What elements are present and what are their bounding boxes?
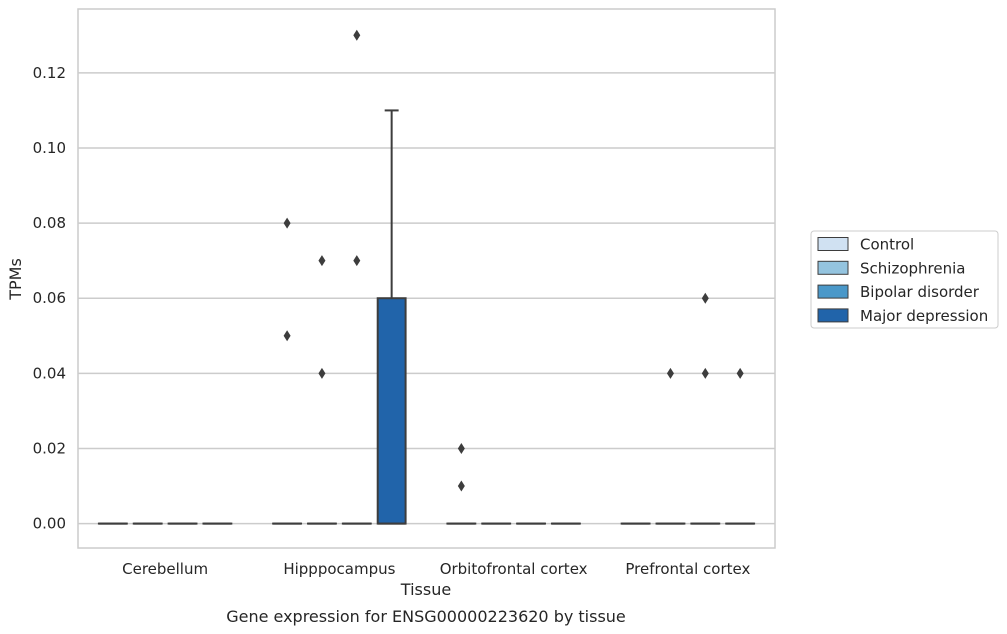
outlier-point bbox=[666, 367, 674, 379]
y-tick-label: 0.00 bbox=[33, 515, 66, 533]
outlier-point bbox=[283, 330, 291, 342]
outlier-point bbox=[318, 367, 326, 379]
x-tick-label: Prefrontal cortex bbox=[625, 560, 750, 578]
plot-frame bbox=[77, 8, 776, 549]
legend-label: Schizophrenia bbox=[860, 259, 965, 277]
x-tick-label: Orbitofrontal cortex bbox=[440, 560, 588, 578]
x-tick-label: Cerebellum bbox=[122, 560, 208, 578]
x-axis-ticks: Cerebellum Hipppocampus Orbitofrontal cort… bbox=[122, 560, 750, 578]
chart-caption: Gene expression for ENSG00000223620 by t… bbox=[226, 607, 626, 626]
x-axis-label: Tissue bbox=[400, 580, 451, 599]
outlier-point bbox=[318, 255, 326, 267]
boxes bbox=[97, 109, 756, 525]
legend-swatch bbox=[817, 260, 849, 275]
outlier-point bbox=[701, 367, 709, 379]
y-axis-label: TPMs bbox=[6, 258, 25, 301]
y-tick-label: 0.06 bbox=[33, 289, 66, 307]
legend-label: Bipolar disorder bbox=[860, 283, 980, 301]
outliers bbox=[283, 29, 744, 492]
grid-lines bbox=[78, 72, 775, 525]
outlier-point bbox=[736, 367, 744, 379]
box bbox=[376, 297, 407, 525]
legend-swatch bbox=[817, 284, 849, 299]
legend-label: Control bbox=[860, 236, 914, 254]
box-group bbox=[376, 109, 407, 525]
outlier-point bbox=[701, 292, 709, 304]
y-tick-label: 0.02 bbox=[33, 439, 66, 457]
legend-swatch bbox=[817, 308, 849, 323]
y-tick-label: 0.10 bbox=[33, 139, 66, 157]
x-tick-label: Hipppocampus bbox=[283, 560, 395, 578]
outlier-point bbox=[353, 255, 361, 267]
outlier-point bbox=[353, 29, 361, 41]
legend-label: Major depression bbox=[860, 307, 988, 325]
outlier-point bbox=[457, 442, 465, 454]
legend: Control Schizophrenia Bipolar disorder Majo… bbox=[810, 230, 999, 329]
legend-frame bbox=[810, 230, 999, 329]
y-tick-label: 0.04 bbox=[33, 364, 66, 382]
outlier-point bbox=[283, 217, 291, 229]
y-tick-label: 0.12 bbox=[33, 64, 66, 82]
legend-swatch bbox=[817, 237, 849, 251]
outlier-point bbox=[457, 480, 465, 492]
y-tick-label: 0.08 bbox=[33, 214, 66, 232]
y-axis-ticks: 0.00 0.02 0.04 0.06 0.08 0.10 0.12 bbox=[33, 64, 66, 533]
